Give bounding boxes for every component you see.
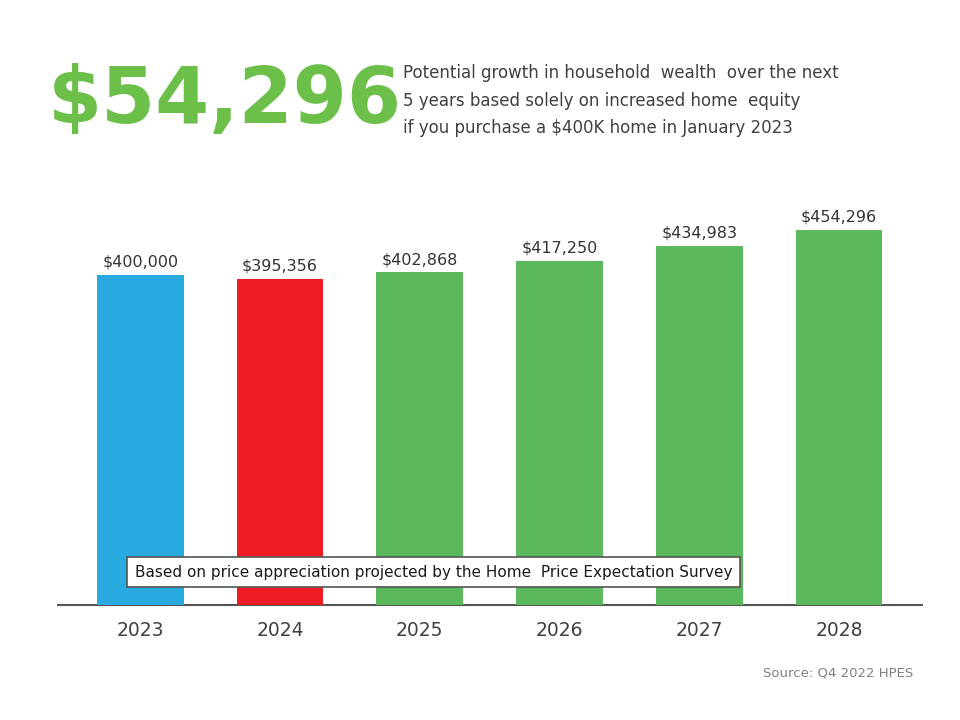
Text: $417,250: $417,250 [521,240,598,256]
Bar [516,261,603,605]
Text: Based on price appreciation projected by the Home  Price Expectation Survey: Based on price appreciation projected by… [135,564,732,580]
Text: Potential growth in household  wealth  over the next
5 years based solely on inc: Potential growth in household wealth ove… [403,64,839,138]
Bar [656,246,743,605]
Bar [376,272,463,605]
Text: $402,868: $402,868 [381,252,458,267]
Bar [796,230,882,605]
Text: $54,296: $54,296 [48,63,402,139]
Bar [236,279,324,605]
Text: $400,000: $400,000 [102,255,179,270]
Text: $454,296: $454,296 [801,210,877,225]
Text: Source: Q4 2022 HPES: Source: Q4 2022 HPES [762,667,913,680]
Text: $434,983: $434,983 [661,226,737,240]
Bar [97,275,183,605]
Text: $395,356: $395,356 [242,258,318,274]
